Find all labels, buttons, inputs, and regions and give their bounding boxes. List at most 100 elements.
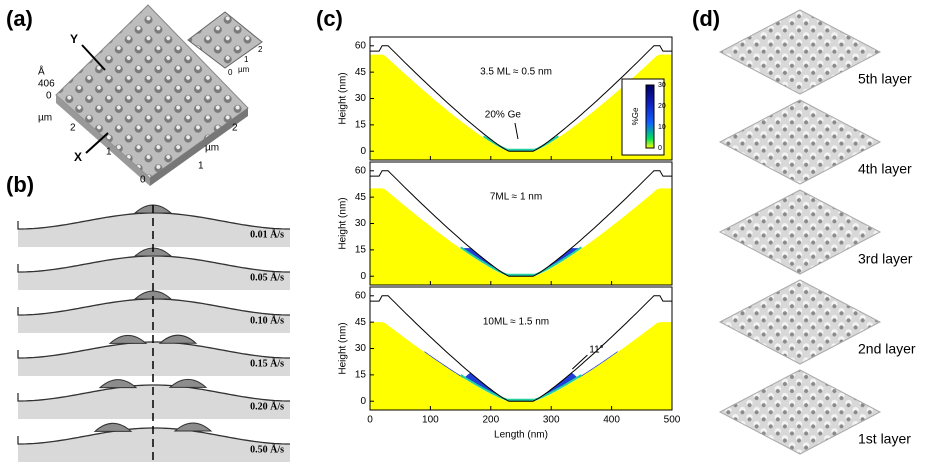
y-tick-label: 45 [355, 317, 367, 328]
panel-label: (d) [692, 6, 720, 31]
ge-layer [460, 247, 582, 276]
layer-label: 4th layer [858, 161, 912, 177]
island [133, 290, 173, 300]
substrate [370, 54, 672, 160]
colorbar [645, 84, 655, 149]
inset-label: 1 [244, 55, 249, 64]
axis-unit: µm [205, 143, 219, 154]
colorbar-box [621, 78, 665, 156]
afm-side [56, 95, 150, 186]
layer-surface [718, 99, 882, 185]
y-tick-label: 60 [355, 165, 367, 176]
axis-label: 1 [198, 161, 204, 172]
rate-label: 0.05 Å/s [250, 271, 284, 283]
rate-label: 0.10 Å/s [250, 314, 284, 326]
y-tick-label: 0 [360, 146, 366, 157]
colorbar-tick: 10 [658, 124, 666, 131]
axis-label: 2 [232, 123, 238, 134]
x-tick-label: 400 [603, 415, 620, 426]
y-tick-label: 30 [355, 343, 367, 354]
layer-label: 2nd layer [858, 341, 916, 357]
plot-title: 7ML ≈ 1 nm [490, 192, 542, 203]
profile [370, 295, 672, 402]
layer-surface [718, 369, 882, 455]
surface [17, 341, 290, 359]
y-tick-label: 0 [360, 396, 366, 407]
y-axis-label: Height (nm) [338, 72, 349, 124]
x-tick-label: 100 [422, 415, 439, 426]
annotation: 11° [589, 345, 603, 356]
island [133, 247, 173, 257]
ge-edge [460, 246, 582, 276]
island [108, 334, 148, 344]
y-tick-label: 60 [355, 290, 367, 301]
panel-label: (b) [6, 172, 34, 197]
y-tick-label: 30 [355, 93, 367, 104]
layer-label: 1st layer [858, 431, 911, 447]
y-tick-label: 60 [355, 40, 367, 51]
axis-label: 2 [70, 123, 76, 134]
x-tick-label: 300 [543, 415, 560, 426]
x-tick-label: 500 [664, 415, 681, 426]
rate-label: 0.50 Å/s [250, 443, 284, 455]
y-tick-label: 15 [355, 244, 367, 255]
surface [17, 427, 290, 445]
panel-label: (a) [6, 6, 33, 31]
layer-surface [718, 279, 882, 365]
island [168, 378, 208, 388]
x-tick-label: 0 [367, 415, 373, 426]
ge-edge [483, 135, 559, 151]
island [93, 422, 133, 432]
axis-unit: µm [38, 113, 52, 124]
colorbar-tick: 20 [658, 103, 666, 110]
colorbar-label: %Ge [631, 107, 640, 125]
arrow-label: Y [70, 32, 78, 46]
annotation: 20% Ge [485, 110, 522, 121]
z-unit: Å [38, 65, 45, 78]
axis-label: 0 [140, 175, 146, 186]
colorbar-tick: 30 [658, 82, 666, 89]
ge-edge [460, 374, 582, 401]
layer-label: 5th layer [858, 71, 912, 87]
arrow [85, 132, 109, 154]
plot-title: 10ML ≈ 1.5 nm [483, 317, 549, 328]
inset [187, 11, 263, 69]
y-tick-label: 15 [355, 369, 367, 380]
pointer [572, 354, 588, 370]
inset-label: 0 [228, 68, 233, 77]
y-tick-label: 15 [355, 119, 367, 130]
panel-label: (c) [316, 6, 343, 31]
y-axis-label: Height (nm) [338, 197, 349, 249]
profile [370, 45, 672, 152]
y-tick-label: 30 [355, 218, 367, 229]
surface [17, 384, 290, 402]
x-tick-label: 200 [482, 415, 499, 426]
substrate [370, 322, 672, 410]
colorbar-tick: 0 [658, 145, 662, 152]
island [158, 334, 198, 344]
x-axis-label: Length (nm) [494, 430, 548, 441]
y-axis-label: Height (nm) [338, 322, 349, 374]
arrow [81, 44, 106, 71]
arrow-label: X [74, 150, 82, 164]
y-tick-label: 0 [360, 271, 366, 282]
layer-surface [718, 189, 882, 275]
afm-side [150, 108, 248, 186]
profile [370, 170, 672, 277]
rate-label: 0.15 Å/s [250, 357, 284, 369]
layer-surface [718, 9, 882, 95]
y-tick-label: 45 [355, 192, 367, 203]
inset-label: 2 [258, 45, 263, 54]
rate-label: 0.20 Å/s [250, 400, 284, 412]
z-zero: 0 [46, 91, 52, 102]
pointer [514, 122, 519, 140]
layer-label: 3rd layer [858, 251, 913, 267]
axis-label: 1 [106, 147, 112, 158]
island [98, 379, 138, 389]
y-tick-label: 45 [355, 67, 367, 78]
inset-unit: µm [238, 65, 250, 74]
plot-title: 3.5 ML ≈ 0.5 nm [480, 67, 552, 78]
island [173, 422, 213, 432]
rate-label: 0.01 Å/s [250, 228, 284, 240]
